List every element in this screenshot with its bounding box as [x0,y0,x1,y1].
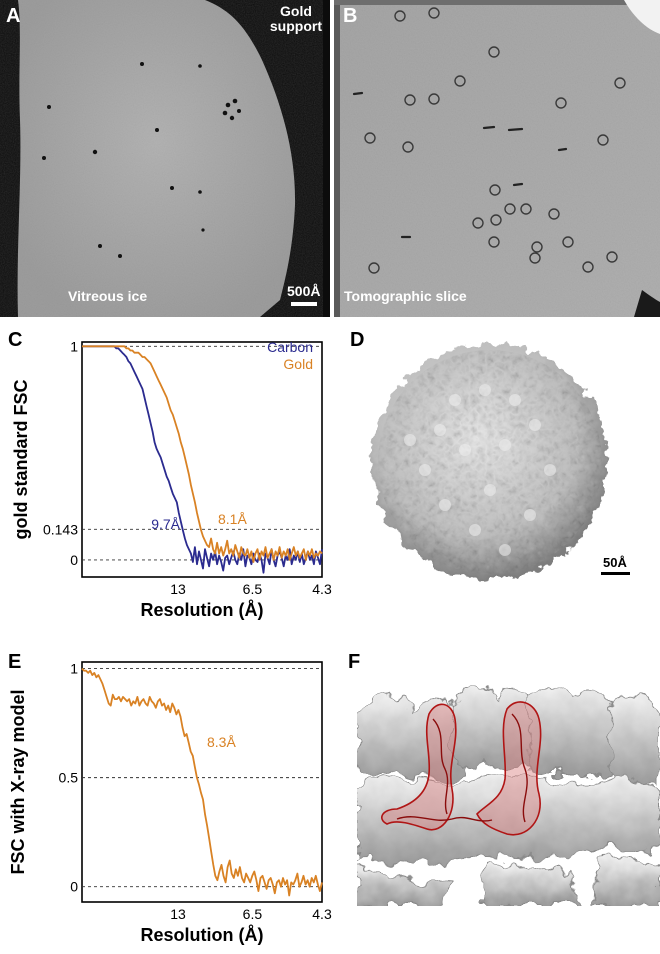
legend-entry-gold: Gold [283,356,313,372]
vitreous-ice-label: Vitreous ice [68,288,148,304]
annotation-gold: 8.1Å [218,511,247,527]
annotation-0: 8.3Å [207,734,236,750]
tomogram-b-image [334,0,660,317]
series-line-0 [81,667,323,897]
y-tick-label-1: 0.143 [43,521,78,537]
chart-e: 1 0.5 0 13 6.5 4.3 Resolution (Å) FSC with X-ra… [8,661,332,945]
x-axis-label: Resolution (Å) [141,600,264,620]
chart-c: 1 0.143 0 13 6.5 4.3 Resolution (Å) gold standa… [11,338,332,620]
scale-bar-a [291,302,317,306]
panel-a: Gold support Vitreous ice 500Å [0,0,330,317]
micrograph-a-image [17,0,296,317]
tomographic-slice-label: Tomographic slice [344,288,467,304]
plot-frame [81,661,323,903]
series-line-gold [82,345,323,563]
annotation-carbon: 9.7Å [151,516,180,532]
panel-letter-e: E [8,651,22,673]
y-tick-label-0: 1 [70,338,78,354]
panel-letter-c: C [8,329,23,351]
x-axis-label: Resolution (Å) [141,925,264,945]
gold-support-label: Gold support [269,3,322,35]
plot-frame [81,341,323,578]
y-tick-label-1: 0.5 [59,770,79,786]
series-line-carbon [82,345,323,574]
legend-entry-carbon: Carbon [267,339,313,355]
y-tick-label-2: 0 [70,552,78,568]
x-tick-label-0: 13 [170,581,186,597]
panel-letter-a: A [6,5,21,27]
scale-bar-d: 50Å [601,555,630,575]
panel-letter-d: D [350,329,365,351]
panel-b: Tomographic slice [334,0,660,317]
y-axis-label: FSC with X-ray model [8,689,28,874]
x-tick-label-2: 4.3 [312,581,332,597]
capsid-surface-render: 50Å [372,344,630,580]
panel-letter-b: B [343,5,358,27]
density-map-with-fitted-model [357,674,660,906]
x-tick-label-0: 13 [170,906,186,922]
svg-text:50Å: 50Å [603,555,627,570]
scale-bar-label-a: 500Å [287,283,321,299]
x-tick-label-1: 6.5 [243,581,263,597]
x-tick-label-1: 6.5 [243,906,263,922]
x-tick-label-2: 4.3 [312,906,332,922]
panel-letter-f: F [348,651,361,673]
y-axis-label: gold standard FSC [11,379,31,539]
y-tick-label-0: 1 [70,661,78,677]
y-tick-label-2: 0 [70,879,78,895]
